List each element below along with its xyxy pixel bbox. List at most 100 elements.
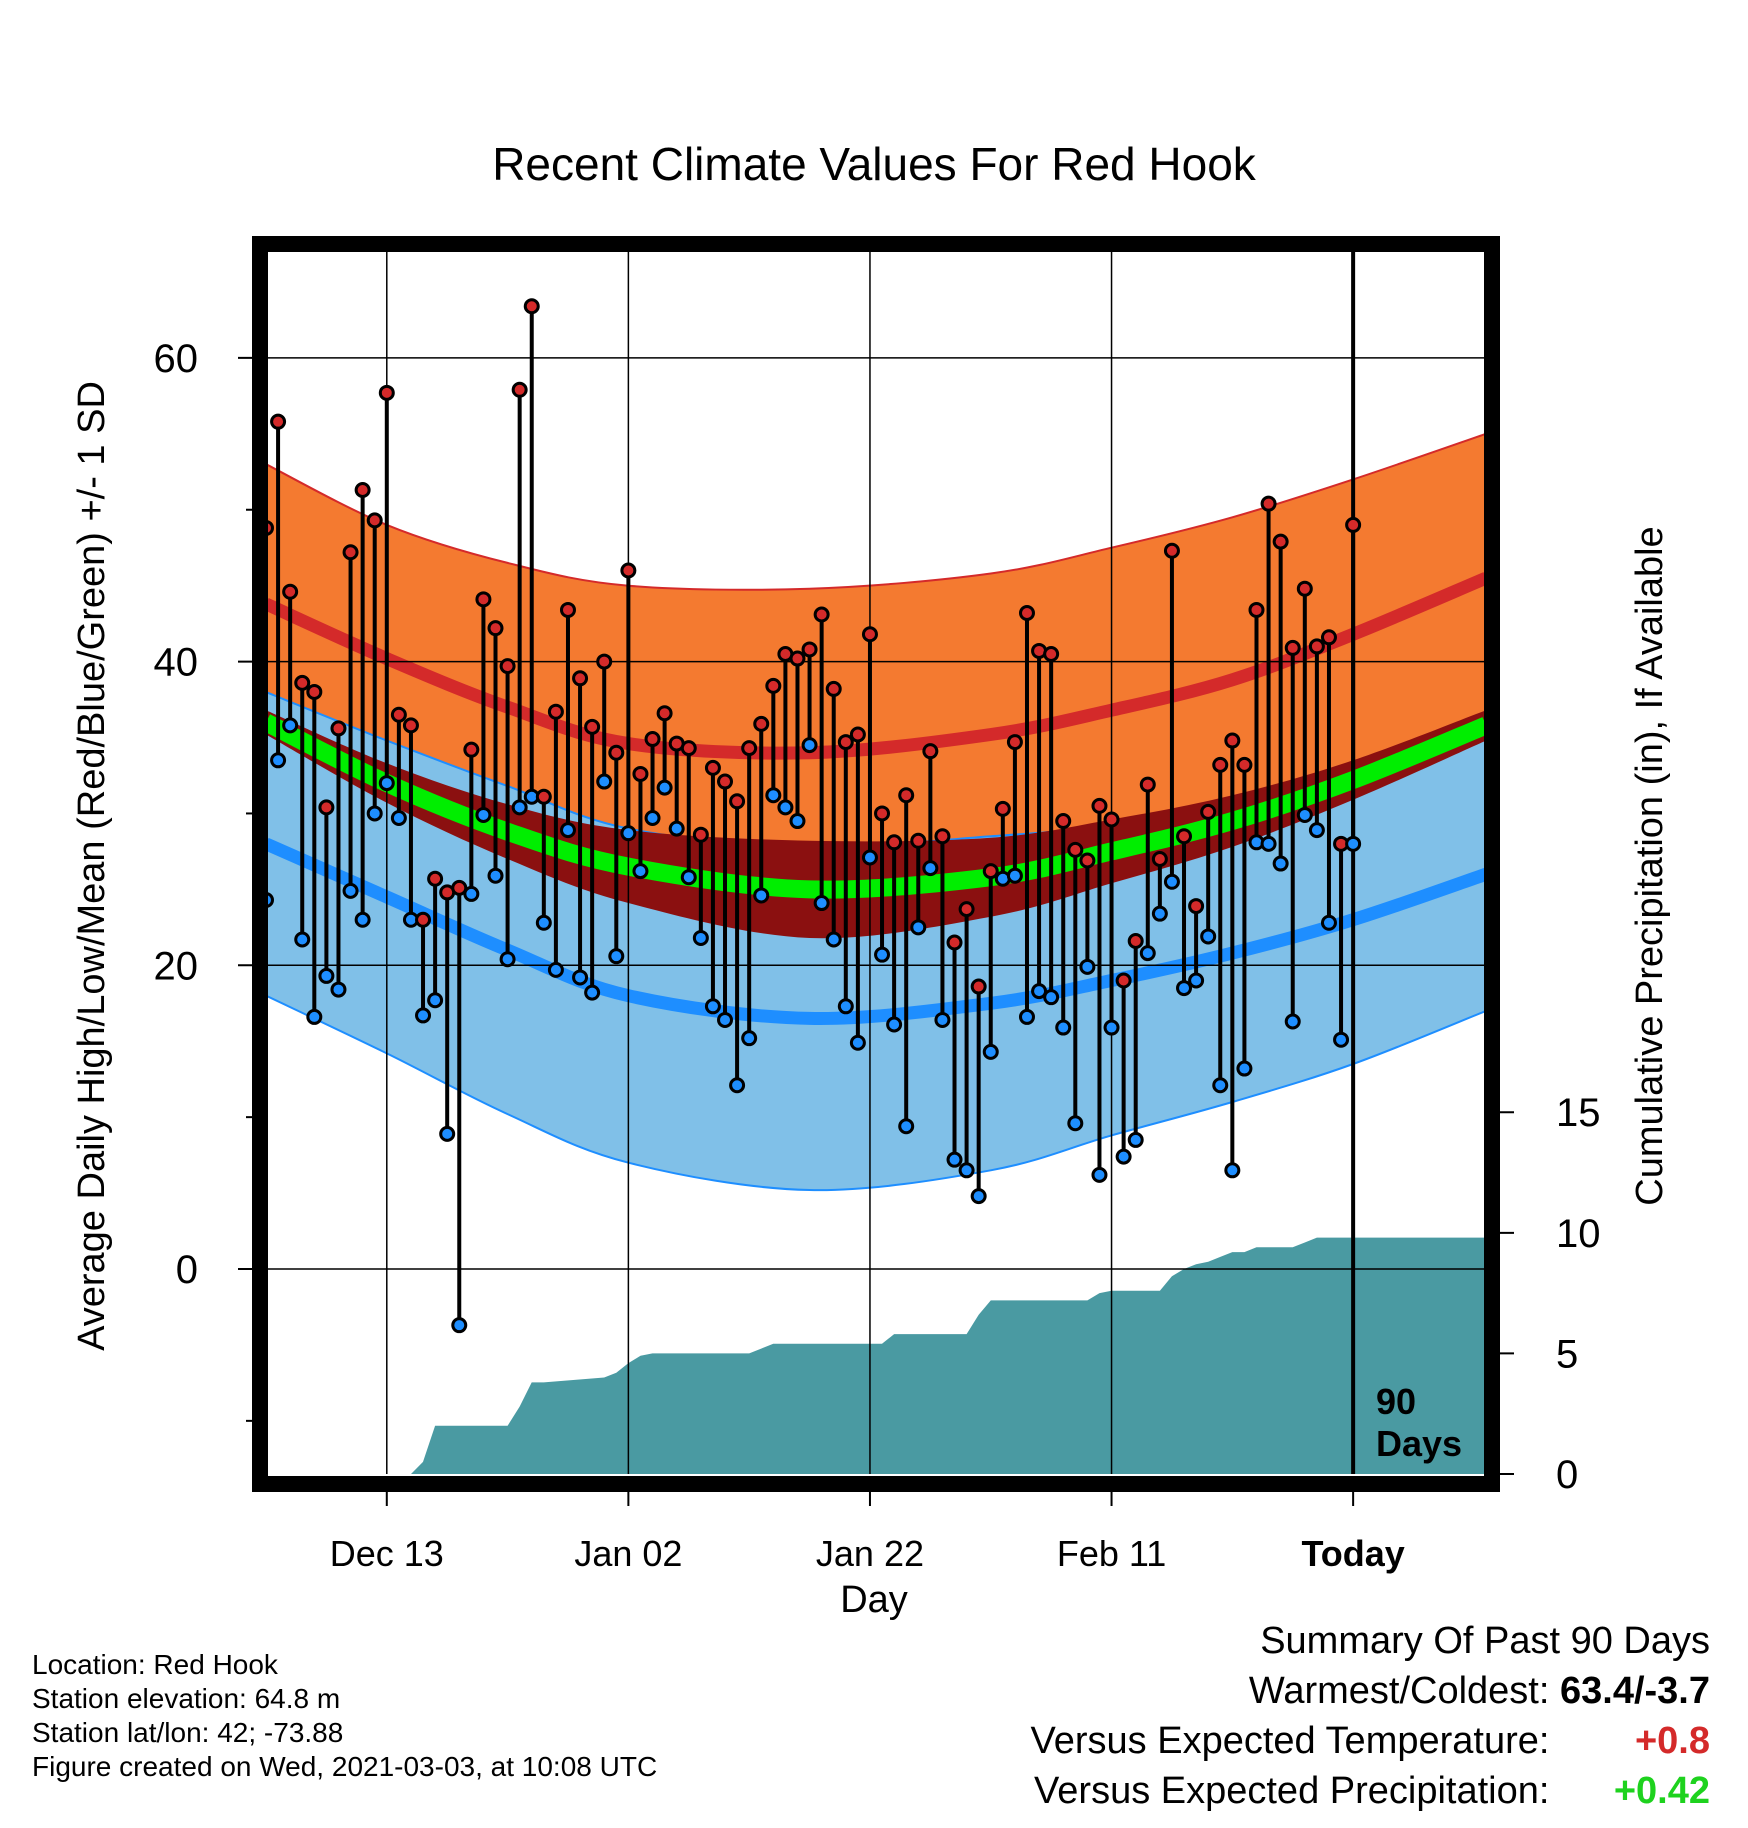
y-tick-label: 60 [154, 337, 199, 381]
daily-high-point [584, 718, 601, 735]
daily-high-point [282, 583, 299, 600]
daily-low-point [475, 806, 492, 823]
daily-low-point [874, 946, 891, 963]
daily-high-point [1200, 803, 1217, 820]
daily-low-point [1345, 835, 1362, 852]
daily-high-point [861, 626, 878, 643]
daily-low-point [584, 984, 601, 1001]
daily-low-point [1308, 822, 1325, 839]
normal-bands [266, 432, 1486, 1192]
y2-axis-label: Cumulative Precipitation (in), If Availa… [1629, 526, 1671, 1205]
daily-low-point [704, 998, 721, 1015]
daily-high-point [886, 834, 903, 851]
daily-high-point [1260, 495, 1277, 512]
daily-high-point [1345, 516, 1362, 533]
daily-high-point [910, 832, 927, 849]
y2-tick-label: 0 [1556, 1453, 1578, 1497]
daily-high-point [535, 788, 552, 805]
daily-low-point [1115, 1148, 1132, 1165]
daily-low-point [1163, 873, 1180, 890]
daily-low-point [898, 1118, 915, 1135]
daily-low-point [1139, 945, 1156, 962]
daily-low-point [427, 992, 444, 1009]
daily-low-point [535, 914, 552, 931]
daily-low-point [294, 931, 311, 948]
daily-low-point [270, 752, 287, 769]
daily-low-point [849, 1034, 866, 1051]
daily-low-point [934, 1011, 951, 1028]
daily-high-point [813, 606, 830, 623]
daily-high-point [1212, 756, 1229, 773]
precip-value: +0.42 [1613, 1770, 1710, 1812]
daily-low-point [982, 1043, 999, 1060]
daily-low-point [306, 1008, 323, 1025]
low-normal-line [266, 837, 1486, 1026]
daily-low-point [559, 822, 576, 839]
daily-high-point [874, 805, 891, 822]
daily-high-point [801, 641, 818, 658]
daily-high-point [1043, 646, 1060, 662]
daily-high-point [511, 381, 528, 398]
daily-high-point [1006, 734, 1023, 751]
x-axis-label: Day [840, 1579, 908, 1621]
temp-value: +0.8 [1634, 1720, 1710, 1762]
daily-low-point [1260, 835, 1277, 852]
daily-high-point [753, 715, 770, 732]
daily-high-point [547, 703, 564, 720]
precip-label: Versus Expected Precipitation: [1034, 1770, 1550, 1812]
daily-high-point [946, 934, 963, 951]
daily-high-point [656, 705, 673, 722]
daily-high-point [982, 863, 999, 880]
daily-high-point [789, 650, 806, 667]
daily-high-point [366, 512, 383, 529]
daily-low-point [861, 849, 878, 866]
daily-low-point [1031, 983, 1048, 1000]
daily-high-point [294, 674, 311, 691]
daily-high-point [378, 384, 395, 401]
daily-high-point [1296, 580, 1313, 597]
daily-low-point [910, 919, 927, 936]
x-tick-label: Dec 13 [330, 1533, 444, 1574]
daily-high-point [1224, 732, 1241, 749]
daily-high-point [704, 759, 721, 776]
daily-high-point [1151, 851, 1168, 867]
daily-low-point [572, 969, 589, 986]
daily-high-point [572, 670, 589, 687]
daily-low-point [366, 805, 383, 822]
summary-title: Summary Of Past 90 Days [1260, 1620, 1710, 1662]
daily-low-point [547, 961, 564, 978]
daily-high-point [1127, 933, 1144, 949]
temp-label: Versus Expected Temperature: [1030, 1720, 1550, 1762]
daily-high-point [463, 741, 480, 758]
elevation-text: Station elevation: 64.8 m [32, 1683, 341, 1714]
daily-high-point [1079, 852, 1096, 869]
daily-high-point [1163, 542, 1180, 559]
mean-sd-band [266, 710, 1486, 939]
daily-high-point [596, 653, 613, 670]
daily-low-point [596, 773, 613, 790]
daily-high-point [644, 731, 661, 748]
daily-high-point [1272, 533, 1289, 550]
precip-layer [266, 1237, 1486, 1474]
daily-low-point [1296, 806, 1313, 823]
daily-low-point [837, 998, 854, 1015]
plot-area [266, 244, 1486, 1474]
daily-low-point [282, 717, 299, 734]
daily-high-point [499, 658, 516, 675]
daily-high-point [1248, 601, 1265, 618]
daily-low-point [801, 737, 818, 754]
daily-low-point [1079, 958, 1096, 975]
daily-high-point [741, 740, 758, 757]
daily-low-point [729, 1077, 746, 1094]
daily-low-point [789, 813, 806, 830]
daily-low-point [825, 931, 842, 948]
y-tick-label: 40 [154, 641, 199, 685]
location-text: Location: Red Hook [32, 1649, 278, 1680]
daily-low-point [1333, 1031, 1350, 1048]
daily-low-point [1200, 928, 1217, 945]
daily-low-point [692, 929, 709, 946]
daily-high-point [970, 978, 987, 995]
y2-tick-label: 15 [1556, 1091, 1601, 1135]
daily-low-point [1103, 1019, 1120, 1036]
daily-low-point [463, 885, 480, 902]
